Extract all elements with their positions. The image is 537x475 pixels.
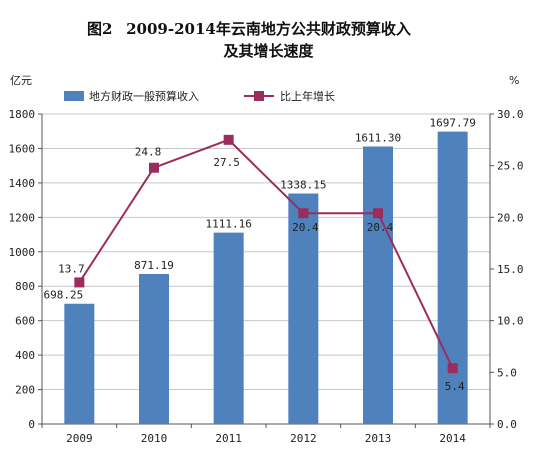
figure-label: 图2 <box>87 20 113 38</box>
growth-marker <box>447 363 458 374</box>
bar-value-label: 698.25 <box>43 289 83 302</box>
right-axis-tick-label: 0.0 <box>497 418 517 431</box>
left-axis-tick-label: 800 <box>15 280 35 293</box>
growth-value-label: 13.7 <box>58 262 85 275</box>
left-axis-tick-label: 1400 <box>9 177 36 190</box>
growth-value-label: 20.4 <box>367 221 394 234</box>
legend-bar-swatch <box>64 91 84 101</box>
right-axis-tick-label: 25.0 <box>497 160 524 173</box>
bar <box>363 146 393 424</box>
right-axis-tick-label: 5.0 <box>497 366 517 379</box>
legend-line-marker <box>254 91 264 101</box>
x-axis-tick-label: 2011 <box>215 432 242 445</box>
bar-value-label: 871.19 <box>134 259 174 272</box>
left-axis-tick-label: 600 <box>15 315 35 328</box>
growth-marker <box>149 162 159 173</box>
right-axis-tick-label: 30.0 <box>497 108 524 121</box>
x-axis-tick-label: 2013 <box>365 432 392 445</box>
bar <box>64 303 95 424</box>
growth-value-label: 24.8 <box>135 146 162 159</box>
left-axis-tick-label: 1800 <box>9 108 36 121</box>
bar <box>139 273 169 424</box>
x-axis-tick-label: 2014 <box>439 432 466 445</box>
right-axis-tick-label: 20.0 <box>497 211 524 224</box>
bar-value-label: 1338.15 <box>280 179 326 192</box>
plot-area: 0 200 400 600 800 1000 1200 1400 1600 1800 0.0 5.0 1… <box>9 108 524 445</box>
chart-subtitle: 及其增长速度 <box>223 42 314 60</box>
right-axis-tick-label: 15.0 <box>497 263 524 276</box>
bar <box>288 193 319 424</box>
left-axis-tick-label: 200 <box>15 384 35 397</box>
bar-value-label: 1611.30 <box>355 131 401 144</box>
x-axis-tick-label: 2012 <box>290 432 317 445</box>
growth-marker <box>74 277 85 288</box>
right-axis-tick-label: 10.0 <box>497 315 524 328</box>
bar <box>437 131 468 424</box>
bar-value-label: 1111.16 <box>205 218 251 231</box>
left-axis-unit: 亿元 <box>10 74 32 87</box>
left-axis-tick-label: 1000 <box>9 246 36 259</box>
x-axis-tick-label: 2010 <box>141 432 168 445</box>
x-axis-tick-label: 2009 <box>66 432 93 445</box>
growth-value-label: 5.4 <box>445 380 465 393</box>
left-axis-tick-label: 400 <box>15 349 35 362</box>
growth-value-label: 20.4 <box>292 221 319 234</box>
left-axis-tick-label: 0 <box>28 418 35 431</box>
left-axis-tick-label: 1200 <box>9 211 36 224</box>
growth-marker <box>223 134 234 145</box>
growth-marker <box>298 208 309 219</box>
bar-value-label: 1697.79 <box>429 117 475 130</box>
chart-title: 2009-2014年云南地方公共财政预算收入 <box>126 20 411 38</box>
legend-line-label: 比上年增长 <box>280 89 335 103</box>
growth-line <box>78 138 454 369</box>
right-axis-unit: % <box>509 74 519 87</box>
growth-marker <box>373 208 383 219</box>
left-axis-tick-label: 1600 <box>9 142 36 155</box>
bar <box>213 232 244 424</box>
legend-bar-label: 地方财政一般预算收入 <box>89 89 199 103</box>
growth-value-label: 27.5 <box>213 156 240 169</box>
